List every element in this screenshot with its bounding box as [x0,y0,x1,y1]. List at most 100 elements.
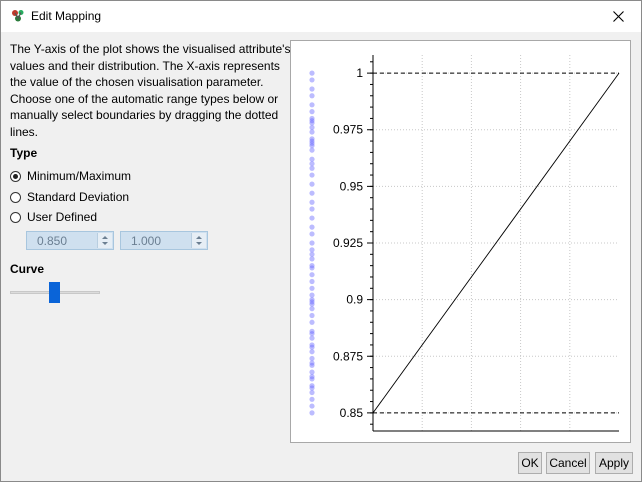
distribution-point [309,251,315,257]
distribution-point [309,138,315,144]
distribution-point [309,355,315,362]
distribution-point [309,319,315,325]
distribution-point [309,328,315,334]
distribution-point [309,263,315,269]
radio-unchecked-icon [10,211,21,223]
radio-minimum-maximum[interactable]: Minimum/Maximum [10,168,131,184]
distribution-point [309,344,315,350]
distribution-point [309,335,315,341]
curve-slider-handle[interactable] [49,282,60,303]
distribution-point [309,240,315,246]
mapping-line [372,72,620,414]
distribution-point [309,299,315,305]
distribution-point [309,389,315,396]
radio-label: User Defined [27,210,98,224]
distribution-point [309,147,315,153]
close-button[interactable] [595,1,641,32]
apply-button[interactable]: Apply [595,452,633,474]
distribution-point [309,297,315,303]
distribution-point [309,231,315,237]
distribution-point [309,136,315,142]
distribution-point [309,86,315,92]
radio-label: Standard Deviation [27,190,130,204]
mapping-plot-frame: 1 0.975 0.95 0.925 0.9 0.875 0.85 [290,40,631,443]
app-icon [12,10,24,22]
distribution-point [309,292,315,298]
distribution-point [309,102,315,108]
distribution-point [309,93,315,99]
distribution-point [309,224,315,230]
distribution-point [309,190,315,196]
arrow-up-icon [102,236,108,239]
distribution-point [309,70,315,76]
distribution-point [309,118,315,124]
radio-standard-deviation[interactable]: Standard Deviation [10,189,129,205]
ok-button[interactable]: OK [518,452,542,474]
distribution-point [309,410,315,416]
curve-heading: Curve [10,262,45,276]
mapping-plot[interactable]: 1 0.975 0.95 0.925 0.9 0.875 0.85 [291,41,630,442]
distribution-point [309,206,315,212]
radio-checked-icon [10,170,21,182]
distribution-point [309,374,315,380]
distribution-point [309,199,315,205]
distribution-point [309,376,315,382]
distribution-point [309,360,315,366]
type-heading: Type [10,146,38,160]
distribution-point [309,143,315,149]
distribution-point [309,278,315,285]
spin-arrows[interactable] [191,233,206,248]
min-value-text: 0.850 [37,234,68,248]
distribution-point [309,369,315,375]
radio-label: Minimum/Maximum [27,169,132,183]
distribution-point [309,124,315,131]
cancel-button[interactable]: Cancel [546,452,590,474]
distribution-point [309,396,315,402]
y-tick-label: 0.975 [333,123,363,137]
arrow-up-icon [196,236,202,239]
distribution-point [309,256,315,262]
distribution-point [309,161,315,167]
distribution-point [309,172,315,178]
distribution-point [309,306,315,312]
close-icon [612,11,624,22]
distribution-point [309,403,315,409]
distribution-point [309,349,315,355]
distribution-point [309,342,315,348]
window-title: Edit Mapping [31,9,102,23]
y-tick-label: 0.925 [333,236,363,250]
distribution-point [309,265,315,271]
max-value-text: 1.000 [131,234,162,248]
distribution-point [309,301,315,307]
y-tick-label: 1 [356,66,363,80]
radio-unchecked-icon [10,191,21,203]
arrow-down-icon [196,242,202,245]
y-tick-label: 0.9 [346,293,363,307]
distribution-point [309,181,315,187]
distribution-point [309,165,315,171]
spin-arrows[interactable] [97,233,112,248]
distribution-point [309,312,315,319]
min-value-spinbox[interactable]: 0.850 [26,231,114,250]
distribution-point [309,109,315,115]
distribution-point [309,331,315,337]
distribution-point [309,156,315,162]
distribution-point [309,77,315,83]
y-tick-label: 0.95 [340,179,364,193]
distribution-point [309,115,315,122]
distribution-point [309,362,315,368]
description-text: The Y-axis of the plot shows the visuali… [10,42,291,139]
distribution-point [309,140,315,146]
distribution-point [309,383,315,389]
y-tick-label: 0.875 [333,349,363,363]
distribution-point [309,129,315,135]
distribution-point [309,120,315,126]
arrow-down-icon [102,242,108,245]
distribution-point [309,272,315,278]
distribution-point [309,247,315,253]
title-bar: Edit Mapping [1,1,641,32]
max-value-spinbox[interactable]: 1.000 [120,231,208,250]
radio-user-defined[interactable]: User Defined [10,209,97,225]
distribution-point [309,285,315,291]
